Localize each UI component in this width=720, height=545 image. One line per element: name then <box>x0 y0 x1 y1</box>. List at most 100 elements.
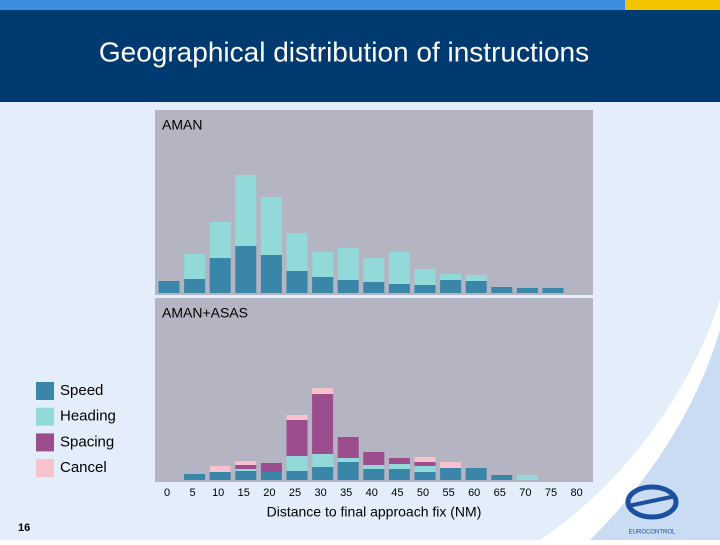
bar-segment <box>414 285 436 293</box>
bar-segment <box>312 467 334 480</box>
bar-segment <box>235 469 257 471</box>
bar-segment <box>286 420 308 456</box>
bar-segment <box>363 452 385 465</box>
bar-segment <box>337 437 359 458</box>
bar-segment <box>235 175 257 246</box>
bar-segment <box>414 457 436 462</box>
logo-mark <box>625 484 679 520</box>
bar-segment <box>184 254 206 279</box>
x-tick-label: 80 <box>570 487 582 499</box>
bar-segment <box>440 280 462 293</box>
x-tick-label: 60 <box>468 487 480 499</box>
bar-segment <box>184 474 206 480</box>
top-strip-accent <box>625 0 720 10</box>
bar-segment <box>440 462 462 468</box>
legend-swatch <box>36 459 54 478</box>
legend-swatch <box>36 433 54 452</box>
logo-mark <box>627 494 677 508</box>
page-number: 16 <box>18 522 30 534</box>
x-tick-label: 30 <box>314 487 326 499</box>
x-tick-label: 75 <box>545 487 557 499</box>
legend-swatch <box>36 407 54 426</box>
x-tick-label: 50 <box>417 487 429 499</box>
bar-segment <box>286 456 308 471</box>
x-tick-label: 45 <box>391 487 403 499</box>
legend-label: Heading <box>60 408 116 425</box>
bar-segment <box>465 281 487 293</box>
bar-segment <box>286 271 308 293</box>
bar-segment <box>312 394 334 454</box>
x-tick-label: 5 <box>190 487 196 499</box>
top-strip <box>0 0 625 10</box>
bar-segment <box>363 465 385 469</box>
bar-segment <box>440 468 462 480</box>
bar-segment <box>235 465 257 469</box>
bar-segment <box>337 248 359 280</box>
bar-segment <box>158 281 180 293</box>
x-tick-label: 10 <box>212 487 224 499</box>
bar-segment <box>465 275 487 281</box>
slide-title: Geographical distribution of instruction… <box>99 36 589 67</box>
x-tick-label: 15 <box>238 487 250 499</box>
bar-segment <box>312 252 334 277</box>
bar-segment <box>286 415 308 420</box>
bar-segment <box>388 252 410 284</box>
legend-label: Speed <box>60 382 103 399</box>
legend-label: Spacing <box>60 433 114 450</box>
bar-segment <box>363 469 385 480</box>
panel-title: AMAN+ASAS <box>162 305 248 321</box>
legend-swatch <box>36 382 54 400</box>
bar-segment <box>312 454 334 467</box>
bar-segment <box>260 255 282 293</box>
x-tick-label: 40 <box>366 487 378 499</box>
plot-area <box>155 298 593 482</box>
bar-segment <box>235 461 257 465</box>
bar-segment <box>209 466 231 472</box>
bar-segment <box>286 471 308 480</box>
bar-segment <box>312 388 334 394</box>
bar-segment <box>260 197 282 255</box>
bar-segment <box>363 282 385 293</box>
bar-segment <box>465 468 487 480</box>
logo: EUROCONTROL <box>625 484 679 536</box>
bar-segment <box>414 462 436 466</box>
x-tick-label: 25 <box>289 487 301 499</box>
bar-segment <box>286 233 308 271</box>
bar-segment <box>260 463 282 472</box>
x-tick-label: 0 <box>164 487 170 499</box>
bar-segment <box>337 462 359 480</box>
bar-segment <box>235 471 257 480</box>
x-tick-label: 55 <box>442 487 454 499</box>
bar-segment <box>388 464 410 469</box>
bar-segment <box>542 288 564 293</box>
panel-title: AMAN <box>162 117 202 133</box>
bar-segment <box>516 475 538 480</box>
bar-segment <box>337 458 359 462</box>
bar-segment <box>337 280 359 293</box>
bar-segment <box>414 472 436 480</box>
bar-segment <box>388 284 410 293</box>
bar-segment <box>414 269 436 285</box>
bar-segment <box>209 258 231 293</box>
x-tick-label: 35 <box>340 487 352 499</box>
bar-segment <box>388 458 410 464</box>
bar-segment <box>491 287 513 293</box>
bar-segment <box>184 279 206 293</box>
bar-segment <box>491 475 513 480</box>
swoosh <box>590 330 720 540</box>
bar-segment <box>516 288 538 293</box>
x-tick-label: 65 <box>494 487 506 499</box>
logo-text: EUROCONTROL <box>629 530 676 536</box>
x-tick-label: 70 <box>519 487 531 499</box>
bar-segment <box>440 274 462 280</box>
bar-segment <box>388 469 410 480</box>
bar-segment <box>235 246 257 293</box>
bar-segment <box>209 472 231 480</box>
bar-segment <box>260 472 282 480</box>
legend-label: Cancel <box>60 459 107 476</box>
bar-segment <box>363 258 385 282</box>
header-bar <box>0 0 720 102</box>
bar-segment <box>209 222 231 258</box>
x-tick-label: 20 <box>263 487 275 499</box>
